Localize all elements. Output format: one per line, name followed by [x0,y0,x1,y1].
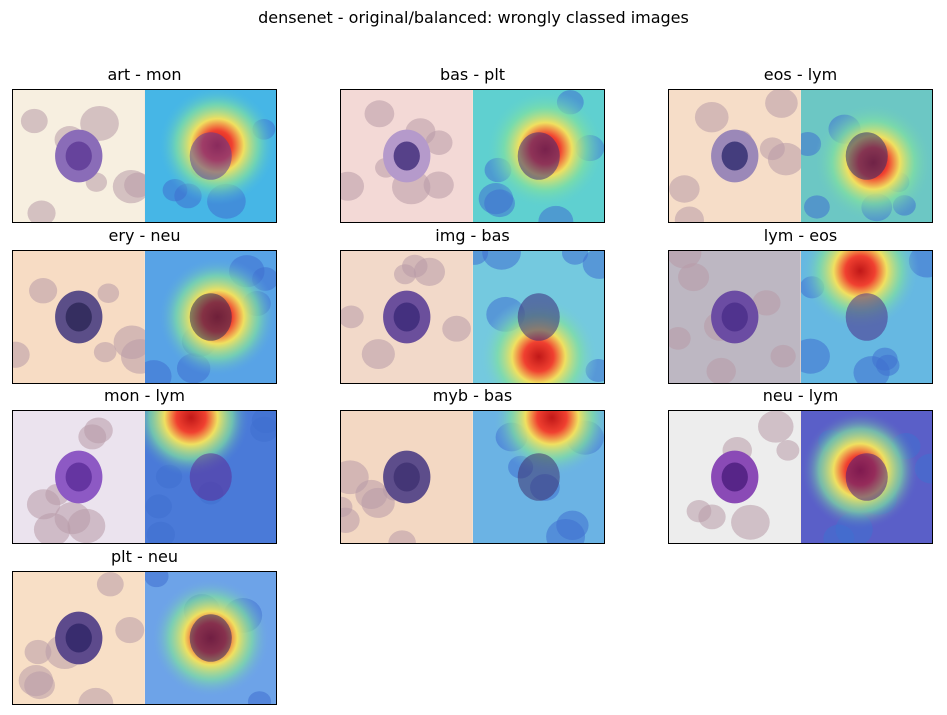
panel-title: plt - neu [111,547,178,566]
original-image [13,411,145,543]
image-panel: mon - lym [12,386,277,544]
original-image [341,251,473,383]
original-image [13,572,145,704]
panel-image [340,89,605,223]
heatmap-image [472,411,604,543]
panel-title: myb - bas [432,386,513,405]
figure-title: densenet - original/balanced: wrongly cl… [258,8,689,27]
panel-title: art - mon [107,65,182,84]
original-image [669,411,801,543]
image-panel: img - bas [340,226,605,384]
image-panel: lym - eos [668,226,933,384]
original-image [13,90,145,222]
heatmap-image [800,411,932,543]
image-panel: bas - plt [340,65,605,223]
heatmap-image [144,411,276,543]
panel-image [668,250,933,384]
panel-image [12,250,277,384]
panel-title: mon - lym [104,386,185,405]
heatmap-image [472,251,604,383]
panel-title: img - bas [435,226,510,245]
heatmap-image [472,90,604,222]
panel-image [668,410,933,544]
heatmap-image [800,251,932,383]
heatmap-image [144,90,276,222]
original-image [13,251,145,383]
original-image [341,90,473,222]
panel-image [340,410,605,544]
heatmap-image [800,90,932,222]
image-panel: art - mon [12,65,277,223]
heatmap-image [144,251,276,383]
panel-image [12,410,277,544]
image-panel: myb - bas [340,386,605,544]
panel-title: bas - plt [439,65,506,84]
image-panel: ery - neu [12,226,277,384]
panel-image [668,89,933,223]
original-image [341,411,473,543]
panel-title: neu - lym [762,386,839,405]
panel-title: lym - eos [763,226,838,245]
panel-image [12,89,277,223]
image-panel: plt - neu [12,547,277,705]
original-image [669,251,801,383]
panel-image [12,571,277,705]
heatmap-image [144,572,276,704]
panel-title: eos - lym [763,65,838,84]
panel-image [340,250,605,384]
image-panel: eos - lym [668,65,933,223]
image-panel: neu - lym [668,386,933,544]
original-image [669,90,801,222]
panel-title: ery - neu [108,226,181,245]
